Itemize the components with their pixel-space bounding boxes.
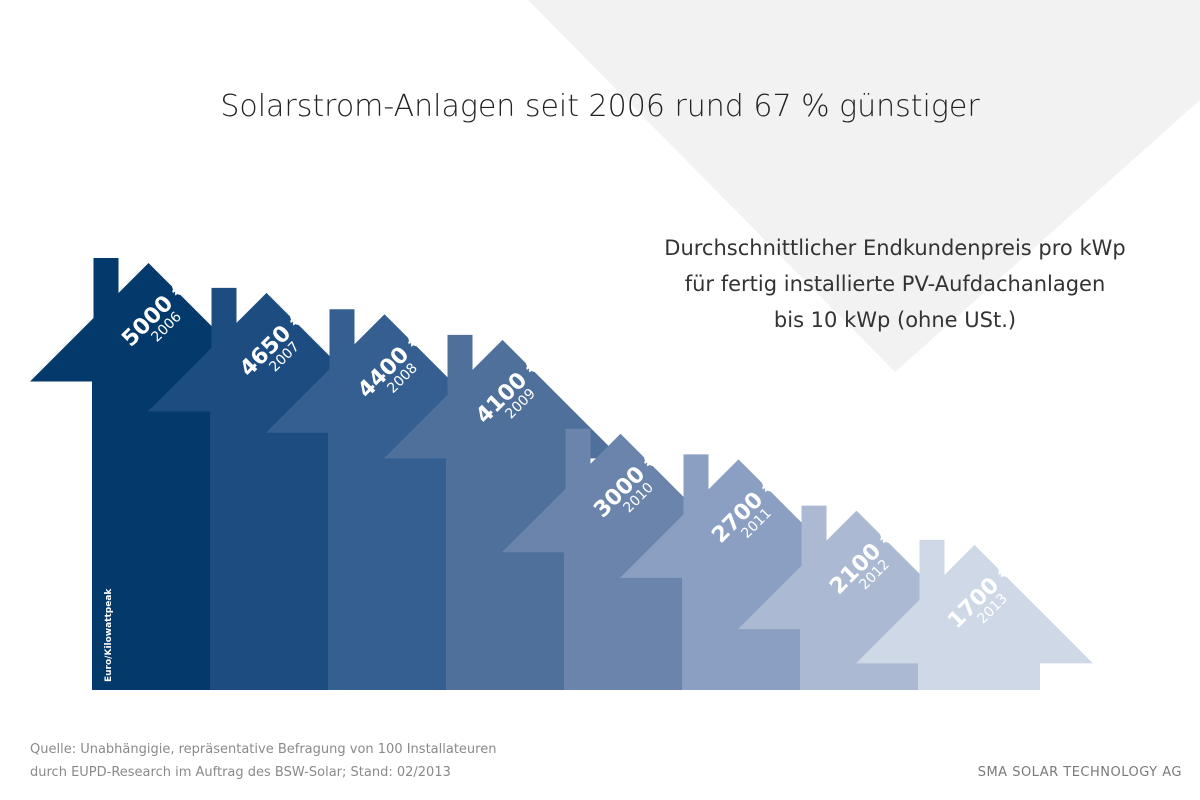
subtitle-line-1: Durchschnittlicher Endkundenpreis pro kW… [664, 236, 1125, 260]
source-line-1: Quelle: Unabhängigie, repräsentative Bef… [30, 742, 496, 757]
house-bars [30, 258, 1093, 690]
source-line-2: durch EUPD-Research im Auftrag des BSW-S… [30, 765, 451, 780]
subtitle-line-3: bis 10 kWp (ohne USt.) [774, 308, 1016, 332]
background-triangle [528, 0, 1200, 372]
y-axis-label: Euro/Kilowattpeak [104, 588, 114, 682]
house-bar-2013 [856, 539, 1093, 690]
company-name: SMA SOLAR TECHNOLOGY AG [978, 765, 1182, 780]
chart-title: Solarstrom-Anlagen seit 2006 rund 67 % g… [220, 89, 980, 124]
house-bar-2009 [384, 334, 621, 690]
house-bar-2011 [620, 454, 857, 690]
subtitle-line-2: für fertig installierte PV-Aufdachanlage… [685, 272, 1106, 296]
house-bar-2010 [502, 428, 739, 690]
